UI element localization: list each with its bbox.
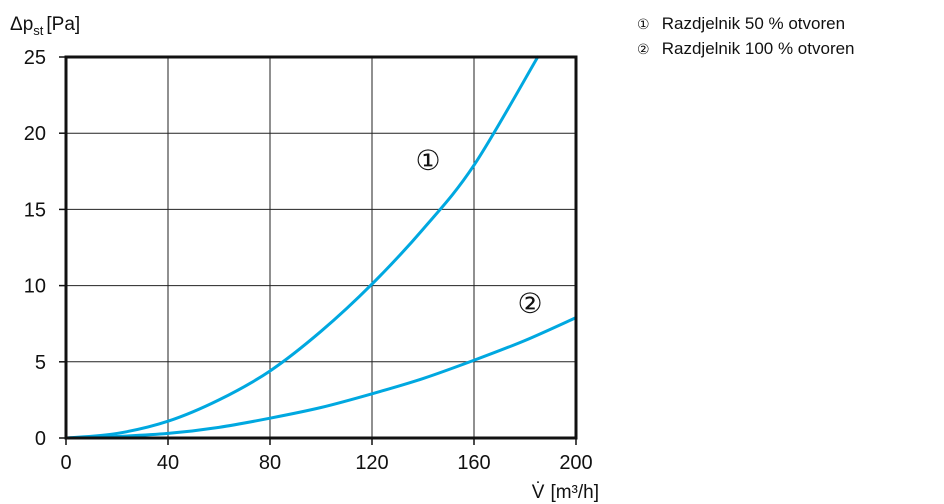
chart-ticks: 0 40 80 120 160 200 0 5 10 15 20 25 (24, 47, 593, 474)
y-tick-label: 0 (35, 428, 46, 450)
series-1-curve (64, 55, 540, 440)
x-axis-unit: [m³/h] (550, 482, 599, 503)
y-tick-label: 5 (35, 352, 46, 374)
x-axis-label: V̇ [m³/h] (532, 482, 599, 503)
x-tick-label: 0 (60, 452, 71, 474)
x-tick-label: 200 (559, 452, 592, 474)
series-2-curve (64, 316, 578, 440)
legend-label-2: Razdjelnik 100 % otvoren (661, 39, 855, 58)
legend-entry-2: ② Razdjelnik 100 % otvoren (637, 37, 855, 62)
x-tick-label: 120 (355, 452, 388, 474)
y-axis-subscript: st (33, 23, 44, 38)
legend-marker-1: ① (637, 17, 650, 33)
y-tick-label: 10 (24, 276, 46, 298)
y-axis-label: Δpst [Pa] (10, 14, 80, 38)
legend-marker-2: ② (637, 42, 650, 58)
x-tick-label: 80 (259, 452, 281, 474)
x-tick-label: 40 (157, 452, 179, 474)
chart-curves (64, 55, 578, 440)
series-2-marker: ② (518, 287, 543, 320)
legend: ① Razdjelnik 50 % otvoren ② Razdjelnik 1… (637, 12, 855, 62)
curve-markers: ①② (416, 144, 543, 320)
chart-grid (65, 56, 577, 439)
legend-entry-1: ① Razdjelnik 50 % otvoren (637, 12, 855, 37)
legend-label-1: Razdjelnik 50 % otvoren (661, 14, 846, 33)
y-tick-label: 25 (24, 47, 46, 69)
x-axis-symbol: V̇ (532, 482, 545, 503)
y-tick-label: 15 (24, 199, 46, 221)
y-tick-label: 20 (24, 123, 46, 145)
x-tick-label: 160 (457, 452, 490, 474)
y-axis-symbol: Δp (10, 14, 33, 35)
series-1-marker: ① (416, 144, 441, 177)
y-axis-unit: [Pa] (46, 14, 80, 35)
plot-frame (64, 55, 578, 440)
